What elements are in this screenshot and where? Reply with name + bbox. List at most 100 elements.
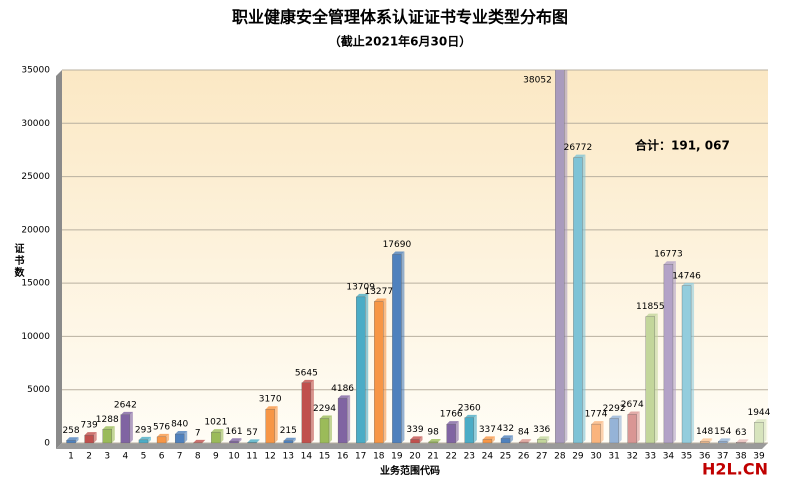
y-tick-label: 5000 (27, 385, 50, 395)
x-tick-label: 24 (482, 452, 494, 462)
x-tick-label: 1 (68, 452, 74, 462)
bar (121, 415, 130, 443)
x-tick-label: 38 (735, 452, 747, 462)
x-tick-label: 17 (355, 452, 366, 462)
value-label: 432 (497, 424, 514, 434)
bar-side (401, 251, 404, 443)
bar (700, 441, 709, 443)
value-label: 2642 (114, 400, 137, 410)
bar (320, 419, 329, 443)
bar (754, 422, 763, 443)
x-tick-label: 30 (590, 452, 602, 462)
x-tick-label: 12 (264, 452, 275, 462)
value-label: 7 (195, 428, 201, 438)
y-tick-label: 0 (44, 439, 50, 449)
x-tick-label: 13 (283, 452, 294, 462)
bar (537, 439, 546, 443)
bar (85, 435, 94, 443)
value-label: 339 (406, 425, 423, 435)
value-label: 293 (135, 425, 152, 435)
x-tick-label: 5 (141, 452, 147, 462)
y-axis-label: 证书数 (12, 243, 24, 279)
y-tick-label: 10000 (21, 332, 50, 342)
value-label: 161 (225, 427, 242, 437)
bar-top (555, 34, 567, 37)
axis-floor (56, 443, 768, 449)
bar-side (474, 415, 477, 443)
x-tick-label: 23 (464, 452, 475, 462)
y-tick-label: 15000 (21, 279, 50, 289)
value-label: 3170 (259, 395, 282, 405)
value-label: 1288 (96, 415, 119, 425)
bar (338, 398, 347, 443)
bar-side (673, 261, 676, 443)
x-axis-label: 业务范围代码 (380, 464, 440, 477)
bar (392, 254, 401, 443)
bar-side (601, 421, 604, 443)
x-tick-label: 29 (572, 452, 584, 462)
x-tick-label: 3 (104, 452, 110, 462)
bar (501, 438, 510, 443)
value-label: 4186 (331, 384, 354, 394)
bar (592, 424, 601, 443)
chart-title: 职业健康安全管理体系认证证书专业类型分布图 (232, 8, 568, 27)
x-tick-label: 33 (645, 452, 656, 462)
bar (718, 441, 727, 443)
bar (410, 439, 419, 443)
bar (736, 442, 745, 443)
value-label: 13277 (364, 287, 393, 297)
x-tick-label: 15 (319, 452, 330, 462)
x-tick-label: 37 (717, 452, 728, 462)
x-tick-label: 20 (409, 452, 421, 462)
bar (211, 432, 220, 443)
y-tick-label: 35000 (21, 66, 50, 76)
bar-side (637, 412, 640, 443)
bar (555, 37, 564, 443)
x-tick-label: 18 (373, 452, 385, 462)
value-label: 1944 (747, 408, 770, 418)
value-label: 2294 (313, 404, 336, 414)
bar-side (564, 34, 567, 443)
x-tick-label: 7 (177, 452, 183, 462)
value-label: 2674 (621, 400, 644, 410)
value-label: 63 (735, 428, 746, 438)
x-tick-label: 19 (391, 452, 403, 462)
bar (103, 429, 112, 443)
x-tick-label: 6 (159, 452, 165, 462)
x-tick-label: 4 (122, 452, 128, 462)
value-label: 148 (696, 427, 713, 437)
bar (628, 415, 637, 443)
chart-subtitle: （截止2021年6月30日） (329, 34, 471, 49)
x-tick-label: 35 (681, 452, 692, 462)
value-label: 16773 (654, 250, 683, 260)
bar (610, 419, 619, 443)
total-annotation: 合计：191, 067 (635, 138, 730, 153)
x-tick-label: 21 (427, 452, 438, 462)
bar-side (329, 416, 332, 443)
value-label: 57 (246, 428, 257, 438)
value-label: 337 (479, 425, 496, 435)
x-tick-label: 27 (536, 452, 547, 462)
bar (483, 439, 492, 443)
bar (266, 409, 275, 443)
value-label: 98 (427, 427, 439, 437)
bar (465, 418, 474, 443)
bar (646, 317, 655, 443)
value-label: 1021 (204, 418, 227, 428)
bar-side (691, 283, 694, 443)
value-label: 14746 (672, 271, 701, 281)
x-tick-label: 32 (627, 452, 638, 462)
bar (248, 442, 257, 443)
bar-side (383, 299, 386, 443)
bar (664, 264, 673, 443)
value-label: 11855 (636, 302, 665, 312)
value-label: 336 (533, 425, 550, 435)
y-tick-label: 20000 (21, 225, 50, 235)
value-label: 258 (62, 426, 79, 436)
x-tick-label: 36 (699, 452, 711, 462)
value-label: 5645 (295, 368, 318, 378)
x-tick-label: 26 (518, 452, 530, 462)
bar (229, 441, 238, 443)
bar (447, 424, 456, 443)
